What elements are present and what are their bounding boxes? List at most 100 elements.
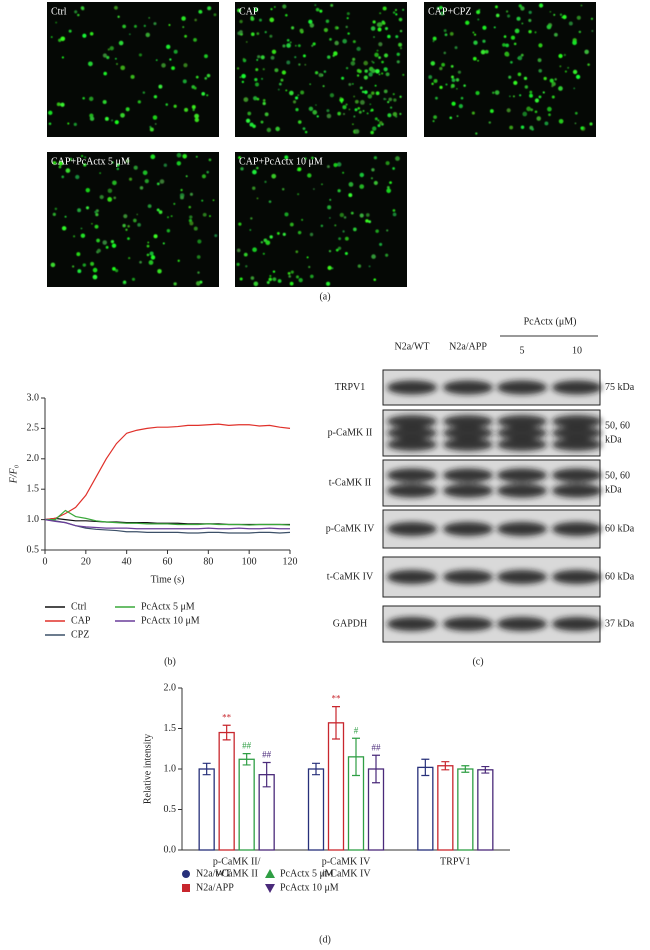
significance-label: ## (262, 750, 272, 760)
cell (81, 155, 84, 158)
cell (373, 278, 377, 281)
cell (368, 265, 371, 268)
cell (194, 113, 199, 119)
cell (286, 38, 290, 42)
cell (99, 172, 102, 175)
cell (489, 109, 494, 113)
cell (329, 198, 332, 201)
bar (307, 768, 325, 851)
cell (534, 110, 538, 114)
cell (262, 99, 266, 102)
cell (344, 252, 348, 256)
cell (356, 46, 361, 52)
cell (111, 119, 114, 122)
cell (440, 11, 445, 16)
cell (505, 52, 510, 57)
cell (162, 242, 165, 245)
cell (269, 17, 275, 23)
cell (102, 240, 108, 245)
band (552, 570, 602, 584)
cell (353, 95, 356, 98)
cell (590, 17, 593, 20)
cell (196, 255, 201, 259)
band (497, 438, 547, 451)
cell (92, 267, 98, 273)
cell (50, 36, 53, 38)
protein-label: TRPV1 (335, 382, 366, 393)
size-label: 50, 60 (605, 420, 630, 431)
size-label: 37 kDa (605, 618, 635, 629)
cell (269, 34, 273, 38)
cell (260, 241, 264, 244)
cell (82, 263, 87, 267)
cell (52, 161, 57, 165)
cell (329, 217, 331, 219)
cell (294, 44, 297, 47)
cell (509, 125, 514, 130)
cell (92, 274, 98, 280)
cell (330, 3, 334, 7)
band (443, 380, 493, 395)
cell (50, 262, 56, 268)
cell (399, 47, 403, 50)
cell (480, 49, 486, 55)
cell (518, 4, 522, 8)
band (552, 522, 602, 536)
cell (463, 84, 466, 87)
cell (85, 206, 90, 210)
cell (526, 106, 531, 112)
cell (382, 21, 386, 25)
cell (147, 241, 150, 244)
cell (142, 170, 148, 176)
cell (54, 207, 58, 211)
cell (302, 127, 306, 131)
cell (297, 167, 302, 172)
cell (520, 125, 525, 129)
cell (517, 72, 522, 77)
cell (517, 57, 519, 60)
cell (123, 214, 128, 219)
cell (553, 32, 558, 37)
cell (510, 35, 516, 40)
significance-label: # (354, 725, 359, 735)
cell (528, 18, 532, 23)
cell (444, 33, 448, 37)
cell (395, 35, 399, 39)
bar (477, 769, 494, 851)
cell (308, 106, 314, 112)
cell (473, 40, 478, 45)
cell (371, 168, 375, 172)
band (497, 570, 547, 584)
y-tick-label: 0.5 (164, 804, 177, 815)
cell (102, 53, 107, 58)
cell (243, 97, 249, 103)
cell (276, 232, 280, 235)
cell (256, 197, 259, 200)
cell (365, 219, 369, 223)
legend-label: N2a/APP (196, 882, 234, 893)
lane-label: N2a/WT (395, 341, 430, 352)
band (552, 483, 602, 498)
cell (503, 35, 507, 38)
cell (214, 234, 218, 238)
cell (127, 224, 130, 228)
cell (294, 56, 297, 59)
cell (103, 71, 107, 76)
bar (238, 758, 255, 851)
x-axis-label: Time (s) (151, 574, 185, 585)
cell (206, 170, 209, 174)
cell (326, 109, 330, 113)
cell (131, 277, 136, 281)
cell (342, 230, 345, 233)
cell (327, 205, 332, 210)
x-tick-label: p-CaMK II/ (213, 856, 261, 867)
cell (384, 98, 387, 100)
cell (543, 76, 547, 81)
cell (184, 107, 189, 112)
error-bar (332, 706, 340, 740)
cell (508, 75, 512, 79)
cell (270, 8, 273, 11)
cell (206, 94, 209, 97)
cell (451, 75, 454, 79)
cell (77, 208, 82, 213)
